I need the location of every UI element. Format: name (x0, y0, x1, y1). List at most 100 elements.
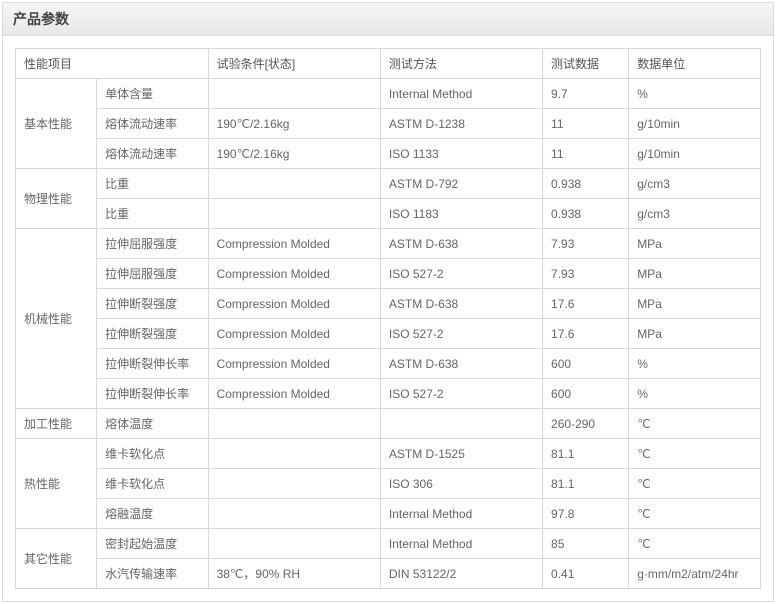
cond-cell: Compression Molded (208, 229, 380, 259)
method-cell: ASTM D-1525 (380, 439, 542, 469)
group-cell: 基本性能 (16, 79, 97, 169)
panel-title: 产品参数 (3, 3, 773, 36)
value-cell: 9.7 (543, 79, 629, 109)
product-params-panel: 产品参数 性能项目 试验条件[状态] 测试方法 测试数据 数据单位 基本性能单体… (2, 2, 774, 602)
cond-cell: Compression Molded (208, 349, 380, 379)
value-cell: 81.1 (543, 469, 629, 499)
value-cell: 11 (543, 109, 629, 139)
value-cell: 11 (543, 139, 629, 169)
col-header-value: 测试数据 (543, 49, 629, 79)
group-cell: 热性能 (16, 439, 97, 529)
item-cell: 单体含量 (97, 79, 209, 109)
method-cell: ASTM D-638 (380, 229, 542, 259)
unit-cell: g/10min (629, 109, 761, 139)
value-cell: 260-290 (543, 409, 629, 439)
method-cell: ISO 1183 (380, 199, 542, 229)
unit-cell: ℃ (629, 499, 761, 529)
item-cell: 熔体流动速率 (97, 139, 209, 169)
unit-cell: MPa (629, 259, 761, 289)
table-row: 拉伸断裂伸长率Compression MoldedASTM D-638600% (16, 349, 761, 379)
method-cell: Internal Method (380, 529, 542, 559)
table-row: 拉伸断裂伸长率Compression MoldedISO 527-2600% (16, 379, 761, 409)
table-row: 熔体流动速率190℃/2.16kgASTM D-123811g/10min (16, 109, 761, 139)
value-cell: 0.41 (543, 559, 629, 589)
item-cell: 拉伸断裂强度 (97, 319, 209, 349)
method-cell: ASTM D-638 (380, 349, 542, 379)
method-cell: Internal Method (380, 79, 542, 109)
table-row: 其它性能密封起始温度Internal Method85℃ (16, 529, 761, 559)
unit-cell: ℃ (629, 469, 761, 499)
col-header-unit: 数据单位 (629, 49, 761, 79)
col-header-cond: 试验条件[状态] (208, 49, 380, 79)
unit-cell: ℃ (629, 409, 761, 439)
cond-cell (208, 199, 380, 229)
method-cell: Internal Method (380, 499, 542, 529)
cond-cell: 190℃/2.16kg (208, 139, 380, 169)
method-cell: ASTM D-1238 (380, 109, 542, 139)
item-cell: 熔体流动速率 (97, 109, 209, 139)
method-cell (380, 409, 542, 439)
cond-cell: Compression Molded (208, 319, 380, 349)
table-row: 拉伸断裂强度Compression MoldedISO 527-217.6MPa (16, 319, 761, 349)
item-cell: 水汽传输速率 (97, 559, 209, 589)
item-cell: 比重 (97, 169, 209, 199)
value-cell: 7.93 (543, 259, 629, 289)
unit-cell: MPa (629, 229, 761, 259)
method-cell: ASTM D-792 (380, 169, 542, 199)
item-cell: 密封起始温度 (97, 529, 209, 559)
item-cell: 拉伸断裂伸长率 (97, 349, 209, 379)
panel-body: 性能项目 试验条件[状态] 测试方法 测试数据 数据单位 基本性能单体含量Int… (3, 36, 773, 601)
method-cell: ISO 306 (380, 469, 542, 499)
value-cell: 17.6 (543, 319, 629, 349)
method-cell: ISO 527-2 (380, 319, 542, 349)
cond-cell (208, 499, 380, 529)
item-cell: 拉伸屈服强度 (97, 259, 209, 289)
item-cell: 熔融温度 (97, 499, 209, 529)
item-cell: 熔体温度 (97, 409, 209, 439)
cond-cell: Compression Molded (208, 379, 380, 409)
table-row: 拉伸断裂强度Compression MoldedASTM D-63817.6MP… (16, 289, 761, 319)
group-cell: 加工性能 (16, 409, 97, 439)
item-cell: 拉伸断裂强度 (97, 289, 209, 319)
cond-cell: 190℃/2.16kg (208, 109, 380, 139)
table-row: 热性能维卡软化点ASTM D-152581.1℃ (16, 439, 761, 469)
unit-cell: g/cm3 (629, 169, 761, 199)
col-header-method: 测试方法 (380, 49, 542, 79)
group-cell: 其它性能 (16, 529, 97, 589)
method-cell: ISO 527-2 (380, 379, 542, 409)
params-table: 性能项目 试验条件[状态] 测试方法 测试数据 数据单位 基本性能单体含量Int… (15, 48, 761, 589)
value-cell: 97.8 (543, 499, 629, 529)
table-row: 熔体流动速率190℃/2.16kgISO 113311g/10min (16, 139, 761, 169)
cond-cell: Compression Molded (208, 259, 380, 289)
item-cell: 比重 (97, 199, 209, 229)
cond-cell (208, 409, 380, 439)
cond-cell: 38℃，90% RH (208, 559, 380, 589)
cond-cell (208, 469, 380, 499)
table-row: 加工性能熔体温度 260-290℃ (16, 409, 761, 439)
table-row: 水汽传输速率38℃，90% RHDIN 53122/20.41g·mm/m2/a… (16, 559, 761, 589)
item-cell: 维卡软化点 (97, 439, 209, 469)
value-cell: 0.938 (543, 169, 629, 199)
unit-cell: % (629, 79, 761, 109)
table-row: 维卡软化点 ISO 30681.1℃ (16, 469, 761, 499)
value-cell: 7.93 (543, 229, 629, 259)
group-cell: 物理性能 (16, 169, 97, 229)
value-cell: 0.938 (543, 199, 629, 229)
table-row: 物理性能比重ASTM D-7920.938g/cm3 (16, 169, 761, 199)
table-row: 比重 ISO 11830.938g/cm3 (16, 199, 761, 229)
value-cell: 600 (543, 379, 629, 409)
unit-cell: g/cm3 (629, 199, 761, 229)
table-row: 熔融温度 Internal Method97.8℃ (16, 499, 761, 529)
unit-cell: g·mm/m2/atm/24hr (629, 559, 761, 589)
method-cell: DIN 53122/2 (380, 559, 542, 589)
value-cell: 85 (543, 529, 629, 559)
item-cell: 维卡软化点 (97, 469, 209, 499)
cond-cell (208, 439, 380, 469)
group-cell: 机械性能 (16, 229, 97, 409)
item-cell: 拉伸断裂伸长率 (97, 379, 209, 409)
table-row: 机械性能拉伸屈服强度Compression MoldedASTM D-6387.… (16, 229, 761, 259)
unit-cell: MPa (629, 319, 761, 349)
value-cell: 81.1 (543, 439, 629, 469)
unit-cell: g/10min (629, 139, 761, 169)
cond-cell (208, 169, 380, 199)
